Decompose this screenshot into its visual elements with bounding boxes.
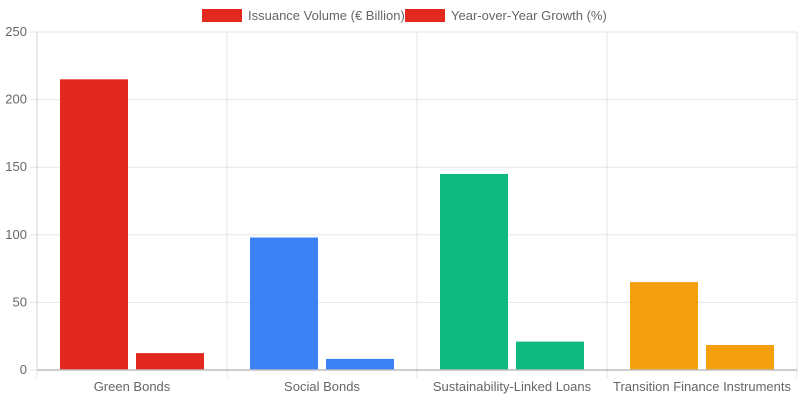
y-axis-ticks: 0 50 100 150 200 250: [5, 24, 27, 377]
bars: [60, 79, 774, 370]
bar-growth-sustainability-linked-loans: [516, 341, 584, 370]
legend-item-issuance[interactable]: Issuance Volume (€ Billion): [202, 8, 405, 23]
y-tick-label: 50: [13, 294, 27, 309]
bar-growth-green-bonds: [136, 353, 204, 370]
x-tick-label: Social Bonds: [284, 379, 360, 394]
bar-issuance-green-bonds: [60, 79, 128, 370]
y-tick-label: 0: [20, 362, 27, 377]
legend-item-growth[interactable]: Year-over-Year Growth (%): [405, 8, 607, 23]
y-tick-label: 150: [5, 159, 27, 174]
legend-label-issuance: Issuance Volume (€ Billion): [248, 8, 405, 23]
bar-issuance-social-bonds: [250, 237, 318, 370]
y-tick-label: 200: [5, 92, 27, 107]
bar-growth-transition-finance-instruments: [706, 344, 774, 370]
y-tick-label: 250: [5, 24, 27, 39]
x-axis-ticks: Green Bonds Social Bonds Sustainability-Li…: [94, 379, 792, 394]
legend-label-growth: Year-over-Year Growth (%): [451, 8, 607, 23]
legend: Issuance Volume (€ Billion) Year-over-Ye…: [202, 8, 607, 23]
axes: [36, 32, 797, 371]
x-tick-label: Transition Finance Instruments: [613, 379, 791, 394]
y-tick-label: 100: [5, 227, 27, 242]
bar-issuance-sustainability-linked-loans: [440, 173, 508, 370]
x-tick-label: Sustainability-Linked Loans: [433, 379, 592, 394]
legend-swatch-growth: [405, 9, 445, 22]
bar-issuance-transition-finance-instruments: [630, 282, 698, 370]
bar-growth-social-bonds: [326, 358, 394, 370]
x-tick-label: Green Bonds: [94, 379, 171, 394]
legend-swatch-issuance: [202, 9, 242, 22]
